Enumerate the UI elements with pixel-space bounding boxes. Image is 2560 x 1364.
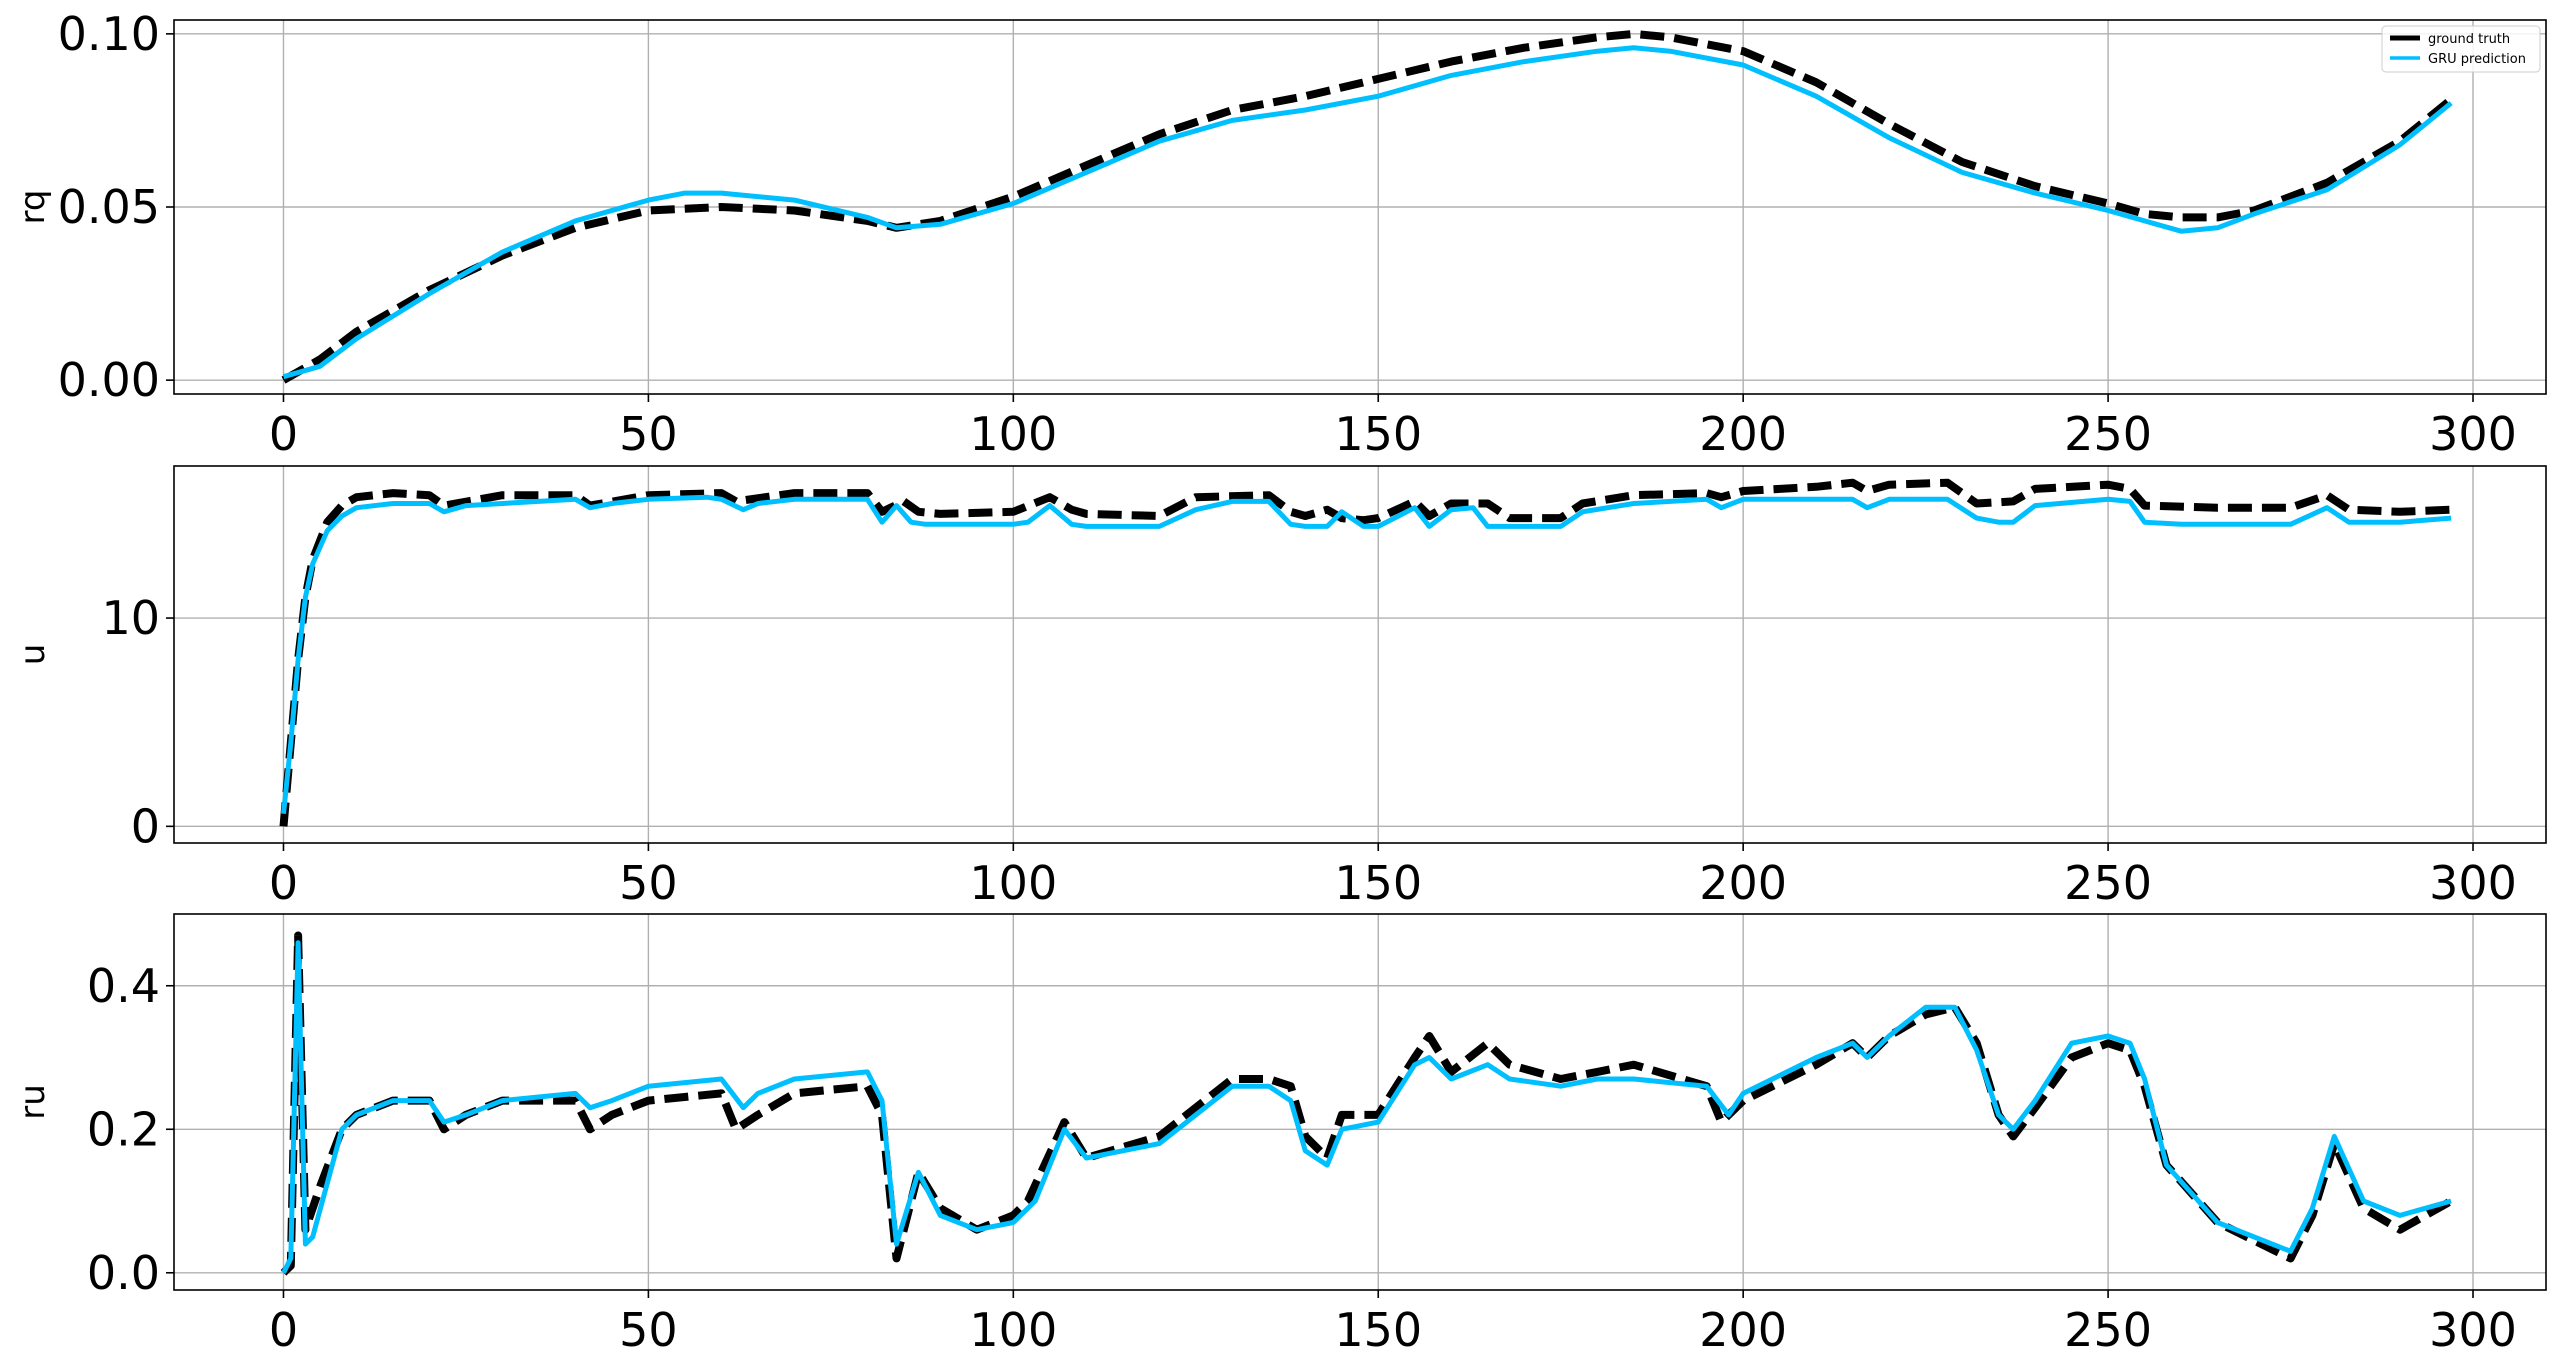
x-tick-label: 100	[969, 407, 1057, 461]
x-tick-label: 300	[2429, 1303, 2517, 1357]
y-tick-label: 0.00	[58, 353, 160, 407]
y-axis-label: ru	[13, 1084, 53, 1120]
ground-truth-line	[281, 29, 2454, 384]
x-tick-label: 300	[2429, 856, 2517, 910]
axes-frame	[173, 913, 2547, 1291]
x-tick-label: 300	[2429, 407, 2517, 461]
subplot-u: 0 50 100 150 200 250 300 0 10 u	[13, 465, 2547, 910]
x-tick-label: 150	[1334, 856, 1422, 910]
x-tick-label: 50	[619, 407, 678, 461]
gru-prediction-line	[281, 494, 2452, 815]
ground-truth-line	[279, 478, 2452, 827]
x-tick-label: 200	[1699, 1303, 1787, 1357]
x-tick-label: 150	[1334, 1303, 1422, 1357]
x-tick-label: 250	[2064, 856, 2152, 910]
x-tick-label: 50	[619, 1303, 678, 1357]
gru-prediction-line	[281, 940, 2452, 1274]
y-tick-label: 0.10	[58, 7, 160, 61]
gru-prediction-line	[282, 45, 2453, 380]
x-tick-label: 200	[1699, 407, 1787, 461]
x-tick-label: 200	[1699, 856, 1787, 910]
x-tick-label: 150	[1334, 407, 1422, 461]
x-tick-label: 250	[2064, 1303, 2152, 1357]
x-tick-label: 0	[269, 407, 298, 461]
legend-label: GRU prediction	[2428, 52, 2526, 67]
axes-frame	[173, 465, 2547, 844]
legend: ground truth GRU prediction	[2381, 25, 2541, 73]
y-tick-label: 0.05	[58, 180, 160, 234]
y-tick-label: 0	[131, 799, 160, 853]
y-tick-label: 0.2	[87, 1102, 160, 1156]
y-tick-label: 0.0	[87, 1246, 160, 1300]
y-tick-label: 0.4	[87, 959, 160, 1013]
subplot-ru: 0 50 100 150 200 250 300 0.0 0.2 0.4 ru	[13, 913, 2547, 1357]
x-tick-label: 0	[269, 1303, 298, 1357]
y-axis-label: u	[13, 644, 53, 666]
x-tick-label: 250	[2064, 407, 2152, 461]
x-tick-label: 0	[269, 856, 298, 910]
y-axis-label: rq	[13, 190, 53, 225]
x-tick-label: 100	[969, 856, 1057, 910]
x-tick-label: 50	[619, 856, 678, 910]
legend-box	[2381, 25, 2541, 73]
subplot-rq: 0 50 100 150 200 250 300 0.00 0.05 0.10 rq	[13, 7, 2547, 461]
legend-label: ground truth	[2428, 32, 2510, 47]
ground-truth-line	[280, 931, 2454, 1276]
y-tick-label: 10	[101, 591, 160, 645]
x-tick-label: 100	[969, 1303, 1057, 1357]
